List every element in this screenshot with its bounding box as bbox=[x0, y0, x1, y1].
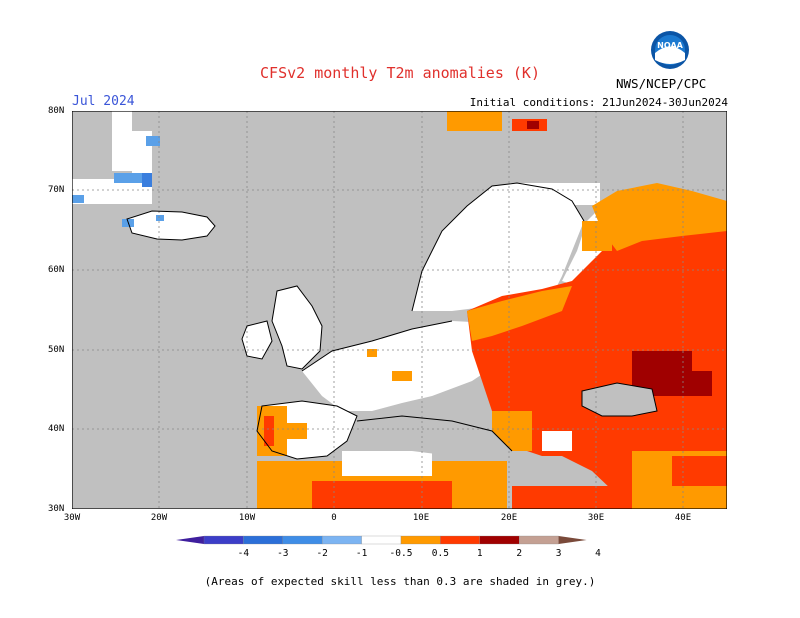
coastlines bbox=[126, 182, 658, 460]
colorbar-segment bbox=[519, 535, 559, 545]
colorbar-segment bbox=[282, 535, 323, 545]
colorbar-segment bbox=[440, 535, 480, 545]
skill-note: (Areas of expected skill less than 0.3 a… bbox=[204, 575, 596, 588]
lon-label-20w: 20W bbox=[150, 513, 168, 523]
colorbar-tick-label: -1 bbox=[355, 548, 368, 559]
lat-label-70n: 70N bbox=[48, 185, 65, 195]
north-africa-region bbox=[257, 451, 727, 509]
black-sea-region bbox=[582, 383, 657, 416]
lon-label-10w: 10W bbox=[238, 513, 256, 523]
initial-conditions: Initial conditions: 21Jun2024-30Jun2024 bbox=[469, 96, 728, 109]
colorbar-segment bbox=[361, 535, 402, 545]
colorbar-tick-label: 0.5 bbox=[431, 548, 449, 559]
colorbar-segment bbox=[243, 535, 283, 545]
colorbar-segment bbox=[322, 535, 362, 545]
western-europe-region bbox=[302, 321, 512, 411]
chart-title: CFSv2 monthly T2m anomalies (K) bbox=[260, 64, 540, 82]
lat-label-60n: 60N bbox=[48, 265, 65, 275]
lon-label-30e: 30E bbox=[587, 513, 605, 523]
lon-label-40e: 40E bbox=[674, 513, 692, 523]
colorbar-low-arrow bbox=[176, 536, 204, 544]
lat-label-80n: 80N bbox=[48, 106, 65, 116]
british-isles-region bbox=[242, 286, 322, 369]
colorbar-high-arrow bbox=[558, 536, 587, 544]
lon-label-30w: 30W bbox=[63, 513, 81, 523]
anomaly-map bbox=[72, 111, 727, 509]
iberia-region bbox=[257, 401, 357, 459]
lon-label-20e: 20E bbox=[500, 513, 518, 523]
colorbar-tick-label: -4 bbox=[237, 548, 250, 559]
lon-label-0: 0 bbox=[331, 513, 337, 523]
colorbar-segment bbox=[400, 535, 441, 545]
agency-label: NWS/NCEP/CPC bbox=[616, 76, 707, 91]
mediterranean-sea bbox=[357, 416, 512, 461]
lat-label-40n: 40N bbox=[48, 424, 65, 434]
svg-text:NOAA: NOAA bbox=[657, 41, 683, 50]
colorbar-segment bbox=[479, 535, 520, 545]
colorbar-tick-label: 4 bbox=[595, 548, 601, 559]
lat-label-50n: 50N bbox=[48, 345, 65, 355]
lat-label-30n: 30N bbox=[48, 504, 65, 514]
colorbar-tick-label: 3 bbox=[555, 548, 562, 559]
greenland-coast-region bbox=[72, 111, 160, 204]
graticule bbox=[72, 111, 727, 509]
colorbar-tick-label: -2 bbox=[316, 548, 328, 559]
colorbar-tick-label: -0.5 bbox=[389, 548, 413, 559]
color-scale-bar bbox=[176, 535, 587, 545]
noaa-logo-icon: NOAA bbox=[651, 31, 689, 69]
forecast-month: Jul 2024 bbox=[72, 94, 135, 109]
colorbar-tick-label: 2 bbox=[516, 548, 523, 559]
colorbar-tick-label: 1 bbox=[476, 548, 483, 559]
colorbar-segment bbox=[203, 535, 244, 545]
colorbar-tick-label: -3 bbox=[277, 548, 289, 559]
svalbard-region bbox=[447, 111, 547, 131]
lon-label-10e: 10E bbox=[412, 513, 430, 523]
